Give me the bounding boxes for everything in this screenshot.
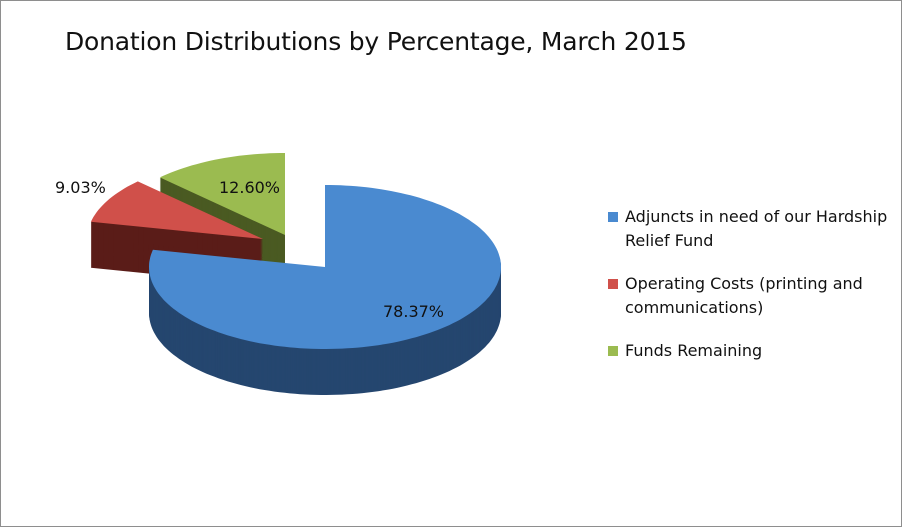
pie-slice-operating	[90, 181, 264, 285]
chart-title: Donation Distributions by Percentage, Ma…	[65, 27, 687, 56]
legend-item-adjuncts: Adjuncts in need of our Hardship Relief …	[608, 205, 901, 253]
legend-swatch	[608, 279, 618, 289]
legend-swatch	[608, 212, 618, 222]
pie-slice-adjuncts	[149, 185, 501, 395]
data-label-operating: 9.03%	[55, 178, 106, 197]
data-label-funds-remaining: 12.60%	[219, 178, 281, 197]
data-label-adjuncts: 78.37%	[383, 302, 445, 321]
legend-item-funds-remaining: Funds Remaining	[608, 339, 901, 363]
legend-label: Operating Costs (printing and communicat…	[625, 274, 863, 317]
slice-top	[159, 153, 285, 235]
legend-swatch	[608, 346, 618, 356]
legend-label: Funds Remaining	[625, 341, 763, 360]
legend-item-operating: Operating Costs (printing and communicat…	[608, 272, 901, 320]
legend-label: Adjuncts in need of our Hardship Relief …	[625, 207, 888, 250]
slice-top	[90, 181, 264, 239]
slice-top	[149, 185, 501, 349]
legend: Adjuncts in need of our Hardship Relief …	[608, 205, 901, 382]
